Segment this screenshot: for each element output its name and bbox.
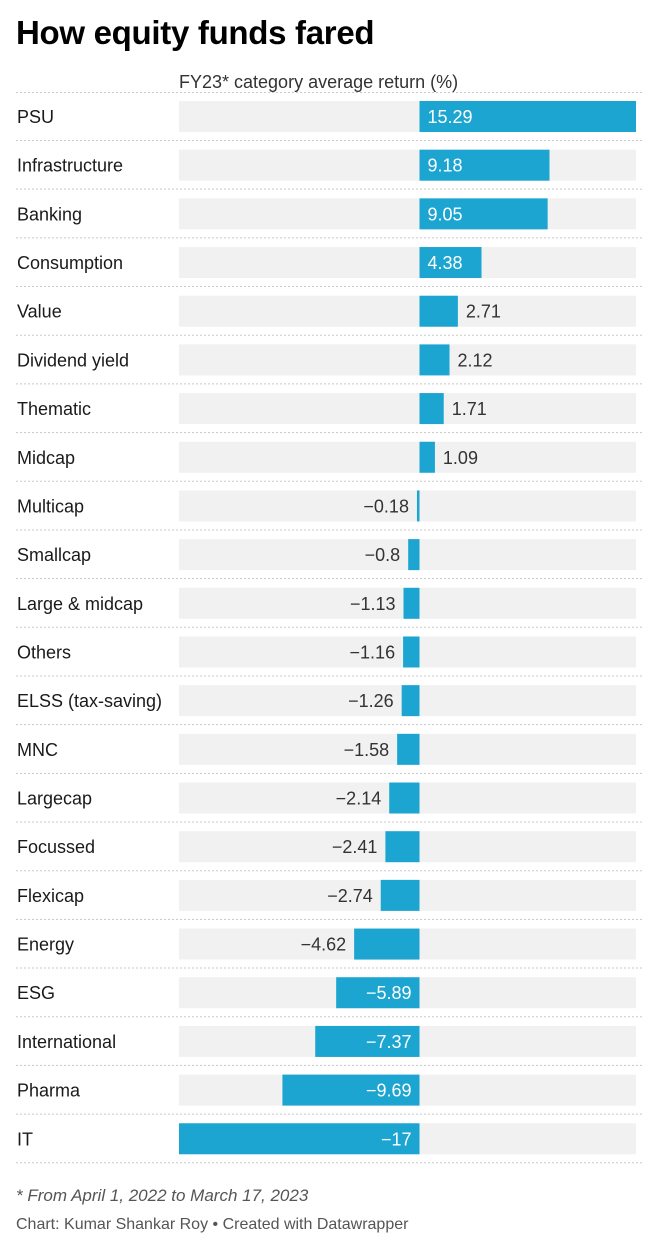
bar (408, 539, 420, 571)
bar (397, 733, 420, 765)
bar (419, 344, 450, 376)
category-label: Flexicap (17, 886, 84, 906)
bar-track (179, 539, 636, 571)
category-label: Pharma (17, 1081, 81, 1101)
value-label: −1.16 (350, 642, 396, 662)
bar (282, 1074, 420, 1106)
value-label: −4.62 (301, 935, 347, 955)
value-label: −17 (381, 1129, 412, 1149)
value-label: −1.26 (348, 691, 394, 711)
bar (416, 490, 420, 522)
value-label: 4.38 (428, 253, 463, 273)
category-label: Infrastructure (17, 156, 123, 176)
bar-track (179, 393, 636, 425)
bar (401, 685, 420, 717)
category-label: International (17, 1032, 116, 1052)
credit-line: Chart: Kumar Shankar Roy • Created with … (16, 1216, 409, 1233)
value-label: 15.29 (428, 107, 473, 127)
category-label: Focussed (17, 837, 95, 857)
category-label: Midcap (17, 448, 75, 468)
bar (419, 198, 548, 230)
bar-track (179, 490, 636, 522)
value-label: −2.14 (336, 789, 382, 809)
bar (380, 879, 420, 911)
bar (419, 393, 444, 425)
category-label: Multicap (17, 496, 84, 516)
category-label: Thematic (17, 399, 91, 419)
category-label: Others (17, 642, 71, 662)
bar-track (179, 149, 636, 181)
category-label: ELSS (tax-saving) (17, 691, 162, 711)
bar (385, 831, 420, 863)
bar-track (179, 344, 636, 376)
value-label: −0.8 (365, 545, 401, 565)
value-label: 9.05 (428, 204, 463, 224)
category-label: Smallcap (17, 545, 91, 565)
category-label: Largecap (17, 789, 92, 809)
category-label: Consumption (17, 253, 123, 273)
bar (419, 441, 435, 473)
value-label: 2.71 (466, 302, 501, 322)
bar (403, 587, 420, 619)
bar (419, 295, 458, 327)
value-label: −7.37 (366, 1032, 412, 1052)
category-label: Energy (17, 935, 74, 955)
column-header: FY23* category average return (%) (179, 72, 459, 92)
footnote: * From April 1, 2022 to March 17, 2023 (16, 1186, 309, 1205)
value-label: −1.13 (350, 594, 396, 614)
value-label: −5.89 (366, 983, 412, 1003)
bar-track (179, 247, 636, 279)
bar (419, 101, 636, 132)
category-label: PSU (17, 107, 54, 127)
category-label: Dividend yield (17, 350, 129, 370)
category-label: IT (17, 1129, 33, 1149)
category-label: Value (17, 302, 62, 322)
value-label: 9.18 (428, 156, 463, 176)
bar (179, 1123, 420, 1155)
bar-track (179, 295, 636, 327)
bar (315, 1025, 420, 1057)
bar (403, 636, 420, 668)
bar-track (179, 198, 636, 230)
value-label: 2.12 (458, 350, 493, 370)
value-label: −1.58 (344, 740, 390, 760)
category-label: MNC (17, 740, 58, 760)
value-label: −0.18 (363, 496, 409, 516)
bar-track (179, 441, 636, 473)
bar (419, 247, 482, 279)
category-label: ESG (17, 983, 55, 1003)
bar (354, 928, 420, 960)
value-label: 1.09 (443, 448, 478, 468)
value-label: −9.69 (366, 1081, 412, 1101)
value-label: −2.74 (327, 886, 373, 906)
chart-title: How equity funds fared (16, 14, 375, 51)
bar (419, 149, 550, 181)
category-label: Large & midcap (17, 594, 143, 614)
bar (389, 782, 420, 814)
bar (336, 977, 420, 1009)
category-label: Banking (17, 204, 82, 224)
value-label: 1.71 (452, 399, 487, 419)
value-label: −2.41 (332, 837, 378, 857)
